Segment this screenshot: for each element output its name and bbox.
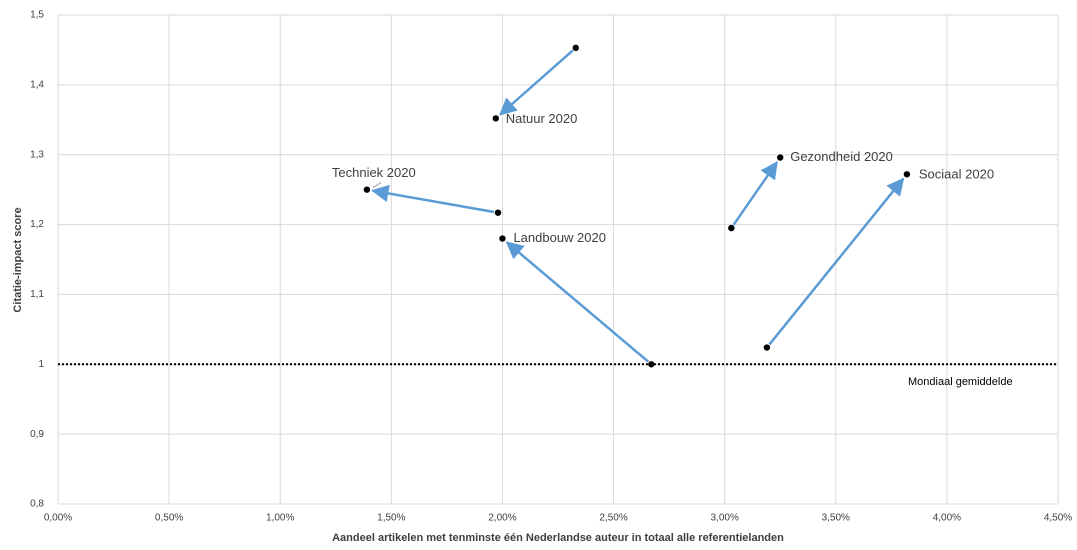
x-tick-label: 0,50% — [155, 513, 183, 524]
x-tick-label: 1,50% — [377, 513, 405, 524]
point-label: Sociaal 2020 — [919, 167, 994, 182]
x-tick-label: 4,50% — [1044, 513, 1072, 524]
arrow — [505, 241, 650, 363]
y-tick-label: 1,4 — [30, 79, 44, 90]
point — [499, 235, 506, 242]
point — [648, 361, 655, 368]
y-tick-label: 1,2 — [30, 219, 44, 230]
x-tick-label: 4,00% — [933, 513, 961, 524]
x-tick-label: 2,00% — [488, 513, 516, 524]
x-tick-label: 3,00% — [710, 513, 738, 524]
point-label: Landbouw 2020 — [513, 230, 606, 245]
point — [777, 154, 784, 161]
y-tick-label: 0,9 — [30, 429, 44, 440]
x-tick-label: 3,50% — [822, 513, 850, 524]
point — [728, 224, 735, 232]
arrow — [768, 177, 905, 346]
point — [903, 171, 911, 178]
reference-label: Mondiaal gemiddelde — [908, 376, 1013, 388]
x-tick-label: 1,00% — [266, 513, 294, 524]
point-label: Techniek 2020 — [332, 165, 416, 180]
y-tick-label: 1 — [38, 359, 44, 370]
y-tick-label: 0,8 — [30, 499, 44, 510]
point — [763, 344, 771, 351]
point-label: Natuur 2020 — [506, 111, 578, 126]
arrow — [498, 49, 574, 116]
x-tick-label: 0,00% — [44, 513, 72, 524]
arrow — [371, 184, 495, 214]
x-tick-label: 2,50% — [599, 513, 627, 524]
leader-line — [372, 182, 382, 189]
point — [494, 209, 502, 216]
y-axis-title: Citatie-impact score — [12, 207, 24, 312]
point — [363, 186, 371, 193]
y-tick-label: 1,1 — [30, 289, 44, 300]
y-tick-label: 1,3 — [30, 149, 44, 160]
point-label: Gezondheid 2020 — [790, 149, 893, 164]
x-axis-title: Aandeel artikelen met tenminste één Nede… — [332, 532, 784, 544]
point — [572, 44, 579, 52]
arrow — [732, 161, 778, 226]
y-tick-label: 1,5 — [30, 10, 44, 21]
point — [492, 115, 499, 122]
